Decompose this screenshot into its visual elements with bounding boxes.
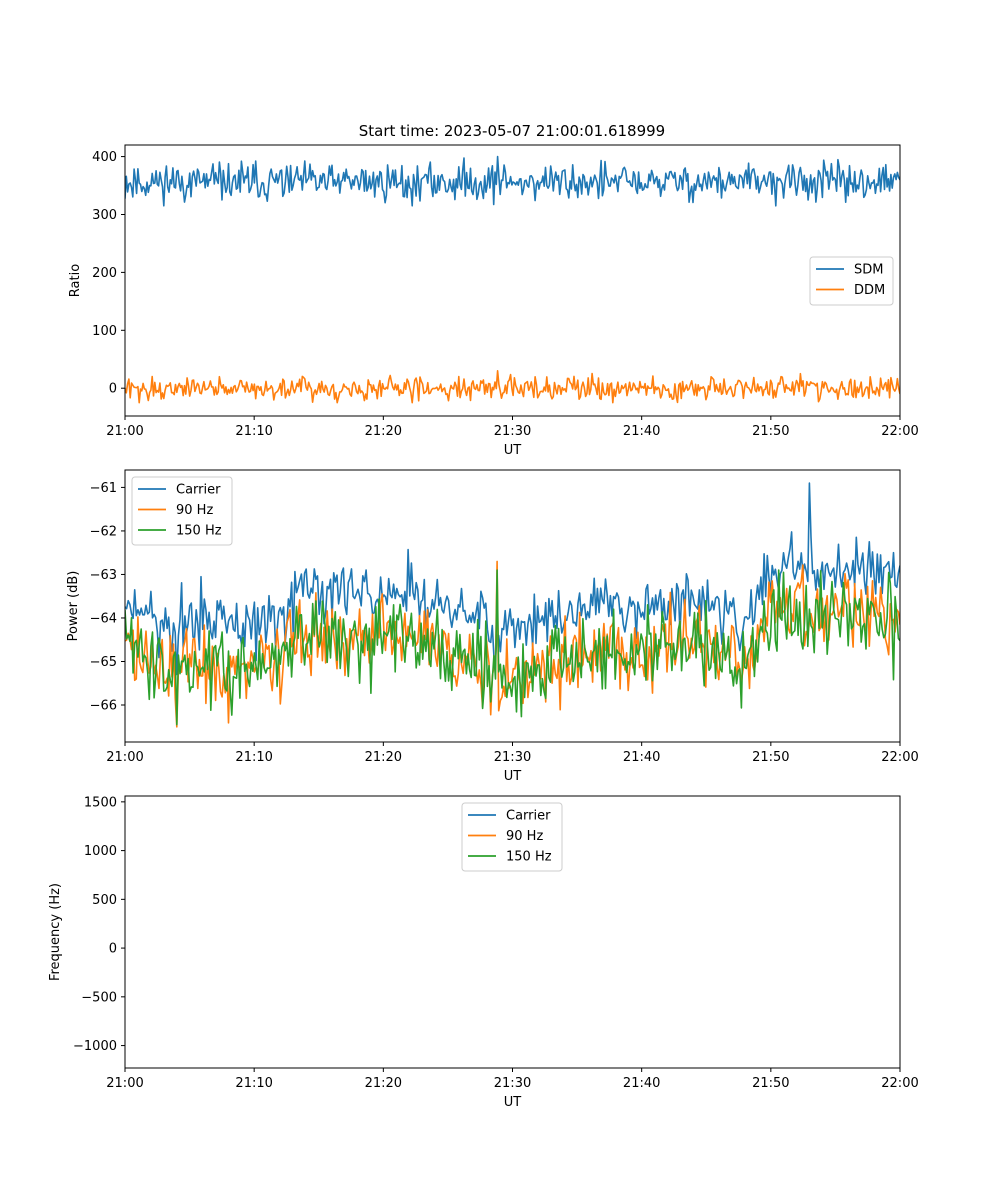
y-tick-label: −61: [90, 481, 117, 496]
legend-entry: 90 Hz: [506, 829, 543, 844]
y-tick-label: 500: [92, 893, 117, 908]
legend: Carrier 90 Hz 150 Hz: [131, 476, 233, 546]
x-tick-label: 21:40: [623, 424, 660, 439]
series-line-sdm: [125, 155, 900, 207]
y-tick-label: −64: [90, 611, 117, 626]
x-tick-label: 21:00: [106, 424, 143, 439]
x-tick-label: 21:50: [752, 1076, 789, 1091]
y-tick-label: 0: [109, 382, 117, 397]
legend: Carrier 90 Hz 150 Hz: [461, 802, 563, 872]
frequency-panel: 21:00 21:10 21:20 21:30 21:40 21:50 22:00 1500 1…: [48, 795, 919, 1110]
x-tick-label: 21:10: [235, 750, 272, 765]
x-tick-label: 21:10: [235, 1076, 272, 1091]
y-tick-label: 200: [92, 266, 117, 281]
y-tick-label: 300: [92, 208, 117, 223]
legend-entry: Carrier: [506, 809, 551, 824]
y-tick-label: 0: [109, 942, 117, 957]
x-tick-label: 21:20: [365, 1076, 402, 1091]
y-tick-label: −65: [90, 655, 117, 670]
y-tick-label: 100: [92, 324, 117, 339]
legend-entry: 150 Hz: [176, 524, 222, 539]
series-line-ddm: [125, 370, 900, 404]
x-tick-label: 22:00: [881, 1076, 918, 1091]
x-tick-label: 21:50: [752, 750, 789, 765]
y-tick-label: −63: [90, 568, 117, 583]
legend-entry: 90 Hz: [176, 503, 213, 518]
power-panel: 21:00 21:10 21:20 21:30 21:40 21:50 22:00 −61 −6…: [66, 469, 919, 784]
legend: SDM DDM: [809, 256, 894, 306]
legend-box: [461, 802, 563, 872]
legend-box: [131, 476, 233, 546]
ratio-panel: 21:00 21:10 21:20 21:30 21:40 21:50 22:00 0 100 2…: [68, 144, 919, 458]
y-tick-label: 1500: [84, 795, 117, 810]
x-tick-label: 21:20: [365, 424, 402, 439]
x-axis-label: UT: [504, 1095, 522, 1110]
y-tick-label: −500: [81, 990, 117, 1005]
x-tick-label: 21:50: [752, 424, 789, 439]
figure-title: Start time: 2023-05-07 21:00:01.618999: [359, 122, 665, 140]
x-tick-label: 21:40: [623, 1076, 660, 1091]
axes-frame: [124, 469, 901, 743]
legend-entry: 150 Hz: [506, 850, 552, 865]
y-axis-label: Power (dB): [66, 571, 81, 642]
x-axis-label: UT: [504, 769, 522, 784]
y-tick-label: −62: [90, 524, 117, 539]
x-axis-label: UT: [504, 443, 522, 458]
series-line-150-hz: [125, 569, 900, 726]
legend-entry: DDM: [854, 283, 885, 298]
x-tick-label: 21:40: [623, 750, 660, 765]
y-tick-label: −1000: [73, 1039, 117, 1054]
x-tick-label: 21:30: [494, 750, 531, 765]
x-tick-label: 21:00: [106, 750, 143, 765]
legend-entry: Carrier: [176, 483, 221, 498]
y-axis-label: Frequency (Hz): [48, 883, 63, 981]
x-tick-label: 22:00: [881, 750, 918, 765]
series-line-90-hz: [125, 560, 900, 728]
x-tick-label: 21:00: [106, 1076, 143, 1091]
x-tick-label: 21:30: [494, 1076, 531, 1091]
y-tick-label: 1000: [84, 844, 117, 859]
x-tick-label: 21:20: [365, 750, 402, 765]
y-tick-label: 400: [92, 150, 117, 165]
legend-entry: SDM: [854, 263, 883, 278]
y-tick-label: −66: [90, 699, 117, 714]
x-tick-label: 21:10: [235, 424, 272, 439]
y-axis-label: Ratio: [68, 264, 83, 297]
x-tick-label: 21:30: [494, 424, 531, 439]
x-tick-label: 22:00: [881, 424, 918, 439]
